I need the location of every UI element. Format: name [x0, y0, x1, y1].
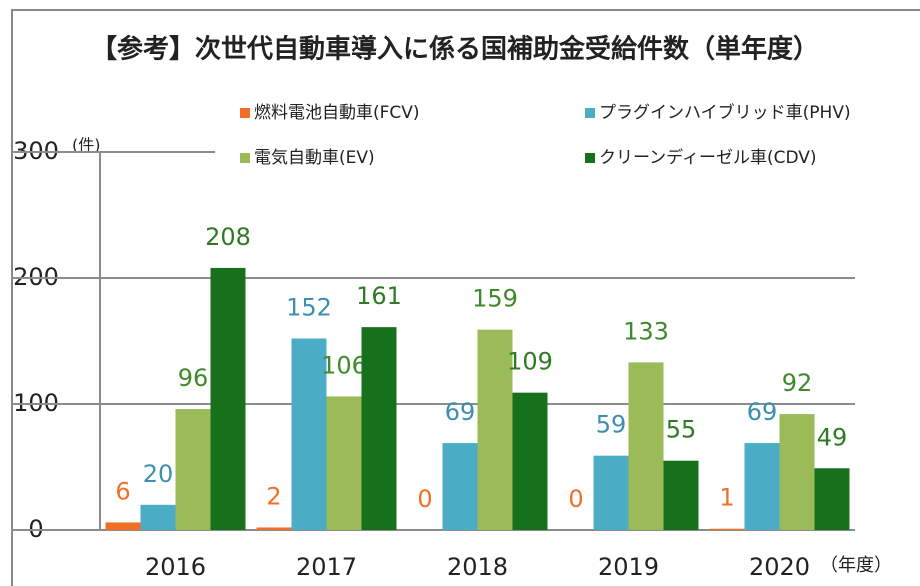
y-unit: (件) [72, 136, 101, 155]
legend-label: クリーンディーゼル車(CDV) [599, 147, 817, 168]
value-label: 69 [747, 398, 778, 426]
bar [663, 460, 699, 530]
legend-label: 電気自動車(EV) [254, 148, 375, 168]
value-label: 20 [143, 460, 174, 488]
bar [326, 396, 362, 530]
legend-label: 燃料電池自動車(FCV) [254, 103, 420, 123]
chart-title: 【参考】次世代自動車導入に係る国補助金受給件数（単年度） [91, 34, 819, 65]
value-label: 152 [286, 293, 332, 321]
bar [442, 443, 478, 530]
value-label: 92 [782, 369, 813, 397]
bar [291, 338, 327, 530]
legend-bg [215, 95, 895, 180]
value-label: 55 [666, 416, 697, 444]
value-label: 69 [445, 398, 476, 426]
bar [628, 362, 664, 530]
bar [140, 504, 176, 530]
legend-swatch [585, 153, 595, 163]
value-label: 159 [472, 285, 518, 313]
legend-label: プラグインハイブリッド車(PHV) [599, 102, 851, 123]
x-unit: （年度） [820, 555, 892, 576]
value-label: 1 [719, 484, 734, 512]
x-tick-label: 2018 [447, 553, 508, 581]
value-label: 133 [623, 317, 669, 345]
bar [779, 414, 815, 530]
bar [744, 443, 780, 530]
bar [210, 267, 246, 530]
bar [477, 329, 513, 530]
x-tick-label: 2016 [145, 553, 206, 581]
bar [814, 468, 850, 530]
frame [11, 9, 920, 586]
x-tick-label: 2019 [598, 553, 659, 581]
value-label: 161 [356, 282, 402, 310]
bar [256, 527, 292, 530]
value-label: 106 [321, 351, 367, 379]
value-label: 2 [266, 482, 281, 510]
bar [361, 327, 397, 530]
bar [105, 522, 141, 530]
value-label: 0 [417, 485, 432, 513]
value-label: 59 [596, 411, 627, 439]
value-label: 96 [178, 364, 209, 392]
x-tick-label: 2017 [296, 553, 357, 581]
bar [175, 409, 211, 530]
value-label: 109 [507, 348, 553, 376]
bar [593, 455, 629, 530]
bar [709, 528, 745, 530]
legend-swatch [585, 108, 595, 118]
legend-swatch [240, 153, 250, 163]
value-label: 6 [115, 477, 130, 505]
bar [512, 392, 548, 530]
value-label: 208 [205, 223, 251, 251]
value-label: 0 [568, 485, 583, 513]
x-tick-label: 2020 [749, 553, 810, 581]
legend-swatch [240, 108, 250, 118]
value-label: 49 [817, 423, 848, 451]
